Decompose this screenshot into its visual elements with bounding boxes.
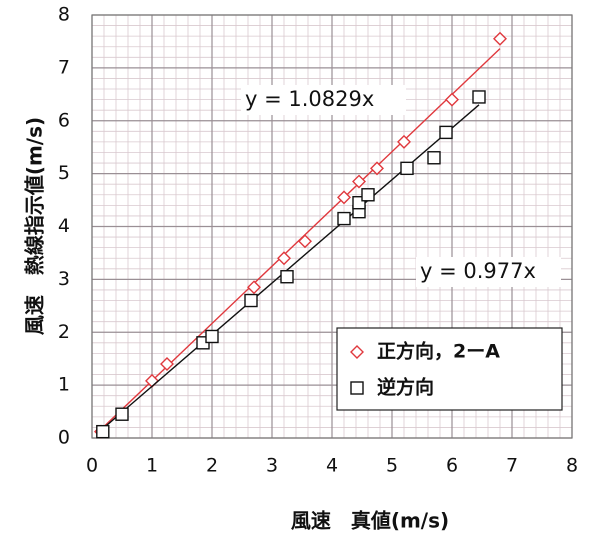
y-tick-label: 2: [58, 321, 70, 343]
plot-frame: [91, 14, 573, 439]
point: [337, 190, 351, 205]
x-tick-label: 5: [386, 455, 398, 477]
y-tick-label: 4: [58, 215, 70, 237]
trendline-label: y = 0.977x: [420, 259, 536, 283]
legend-marker: [350, 345, 364, 359]
point: [445, 92, 459, 107]
y-tick-label: 0: [58, 427, 70, 449]
x-axis-label: 風速 真値(m/s): [291, 509, 449, 533]
point: [400, 161, 414, 176]
point: [493, 31, 507, 46]
point: [280, 270, 294, 284]
point: [397, 134, 411, 149]
x-tick-label: 0: [86, 455, 98, 477]
y-tick-label: 8: [58, 4, 70, 26]
x-tick-label: 7: [506, 455, 518, 477]
y-tick-label: 1: [58, 374, 70, 396]
annotation-bg: [241, 85, 406, 115]
legend-box: [336, 327, 563, 411]
point: [244, 293, 258, 308]
x-tick-label: 4: [326, 455, 338, 477]
y-tick-label: 6: [58, 109, 70, 131]
y-tick-label: 5: [58, 162, 70, 184]
y-axis-label: 風速 熱線指示値(m/s): [23, 117, 47, 335]
point: [277, 251, 291, 266]
point: [370, 161, 384, 176]
y-tick-label: 3: [58, 268, 70, 290]
trendline-label: y = 1.0829x: [245, 87, 374, 111]
point: [427, 151, 441, 165]
x-tick-label: 8: [566, 455, 578, 477]
legend-marker: [350, 381, 364, 395]
point: [472, 90, 486, 104]
point: [205, 329, 219, 344]
point: [439, 125, 453, 140]
point: [361, 188, 375, 202]
point: [96, 424, 110, 439]
legend-label: 正方向，2ーA: [377, 340, 500, 363]
point: [352, 174, 366, 189]
legend-label: 逆方向: [377, 376, 434, 399]
x-tick-label: 6: [446, 455, 458, 477]
x-tick-label: 3: [266, 455, 278, 477]
annotation-bg: [416, 257, 561, 287]
point: [298, 234, 312, 249]
x-tick-label: 2: [206, 455, 218, 477]
point: [115, 407, 129, 421]
y-tick-label: 7: [58, 56, 70, 78]
trendline: [102, 104, 480, 430]
point: [337, 211, 351, 226]
marks: [94, 31, 507, 439]
point: [160, 356, 174, 371]
x-tick-label: 1: [146, 455, 158, 477]
point: [247, 280, 261, 295]
